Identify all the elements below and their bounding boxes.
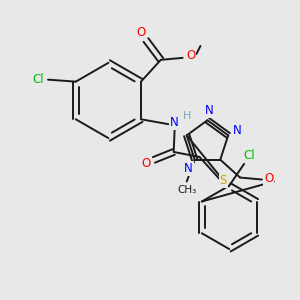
Text: N: N	[184, 162, 193, 175]
Text: O: O	[141, 158, 151, 170]
Text: N: N	[170, 116, 179, 129]
Text: O: O	[186, 50, 195, 62]
Text: Cl: Cl	[32, 73, 44, 86]
Text: N: N	[205, 104, 214, 117]
Text: S: S	[220, 174, 227, 187]
Text: O: O	[136, 26, 146, 39]
Text: O: O	[264, 172, 273, 185]
Text: Cl: Cl	[243, 149, 255, 162]
Text: N: N	[233, 124, 242, 137]
Text: CH₃: CH₃	[177, 185, 197, 195]
Text: H: H	[182, 111, 191, 121]
